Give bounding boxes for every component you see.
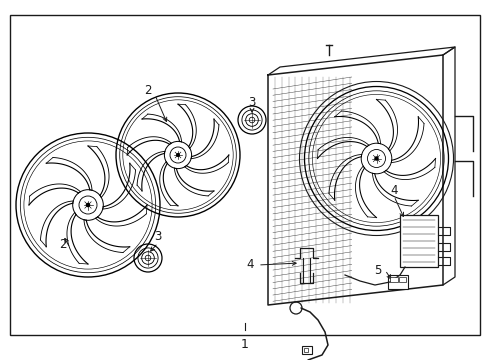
Bar [10, 15, 479, 335]
Text: 2: 2 [144, 84, 151, 96]
Text: 3: 3 [248, 95, 255, 108]
Text: 3: 3 [154, 230, 162, 243]
Bar [304, 348, 307, 352]
Bar [387, 275, 407, 289]
Text: 1: 1 [241, 338, 248, 351]
Text: 4: 4 [389, 184, 397, 197]
Text: 2: 2 [59, 238, 67, 252]
Circle shape [85, 203, 90, 207]
Circle shape [176, 153, 180, 157]
Bar [389, 277, 397, 282]
Text: 5: 5 [373, 264, 381, 276]
Bar [399, 215, 437, 267]
Bar [302, 346, 311, 354]
Text: 4: 4 [246, 258, 253, 271]
Bar [398, 277, 405, 282]
Circle shape [373, 156, 378, 161]
